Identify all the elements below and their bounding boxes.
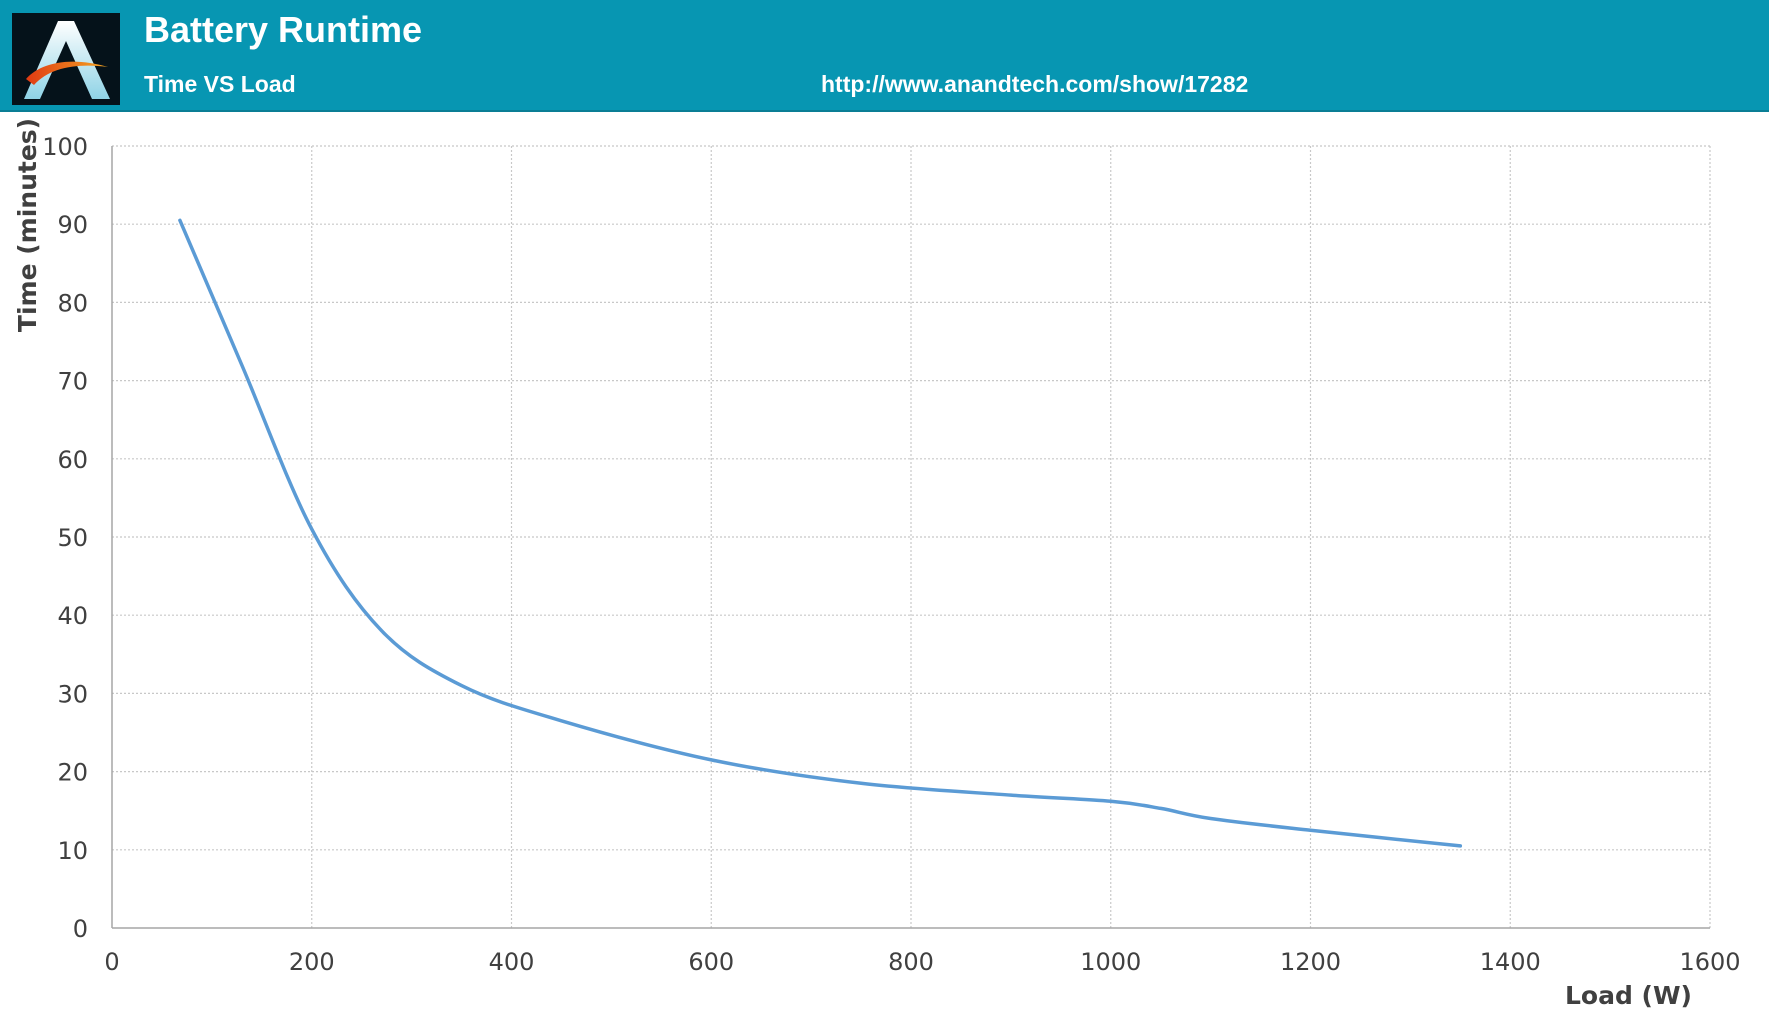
y-axis-label: Time (minutes) xyxy=(13,118,42,332)
logo-a-icon xyxy=(24,21,110,99)
series-layer xyxy=(178,218,1463,848)
x-tick-label: 800 xyxy=(888,948,934,976)
x-axis-label: Load (W) xyxy=(1565,981,1692,1010)
x-tick-label: 1200 xyxy=(1280,948,1341,976)
y-tick-label: 0 xyxy=(73,915,88,943)
chart-subtitle: Time VS Load xyxy=(144,71,296,97)
y-tick-label: 100 xyxy=(42,133,88,161)
anandtech-logo xyxy=(12,13,120,105)
x-tick-label: 1400 xyxy=(1480,948,1541,976)
chart-header: Battery Runtime Time VS Load http://www.… xyxy=(0,0,1769,112)
x-tick-label: 0 xyxy=(104,948,119,976)
y-tick-label: 10 xyxy=(57,837,88,865)
y-tick-label: 90 xyxy=(57,211,88,239)
x-tick-label: 1000 xyxy=(1080,948,1141,976)
chart-title: Battery Runtime xyxy=(144,9,423,50)
grid-lines xyxy=(112,145,1711,928)
y-tick-label: 20 xyxy=(57,759,88,787)
x-tick-label: 600 xyxy=(688,948,734,976)
y-tick-label: 70 xyxy=(57,368,88,396)
source-url: http://www.anandtech.com/show/17282 xyxy=(821,71,1249,97)
y-tick-label: 40 xyxy=(57,602,88,630)
y-tick-label: 80 xyxy=(57,289,88,317)
x-tick-label: 400 xyxy=(489,948,535,976)
y-tick-label: 60 xyxy=(57,446,88,474)
y-tick-label: 30 xyxy=(57,680,88,708)
series-line xyxy=(178,218,1463,848)
x-tick-label: 200 xyxy=(289,948,335,976)
axes xyxy=(111,146,1710,929)
y-tick-label: 50 xyxy=(57,524,88,552)
x-tick-label: 1600 xyxy=(1679,948,1740,976)
